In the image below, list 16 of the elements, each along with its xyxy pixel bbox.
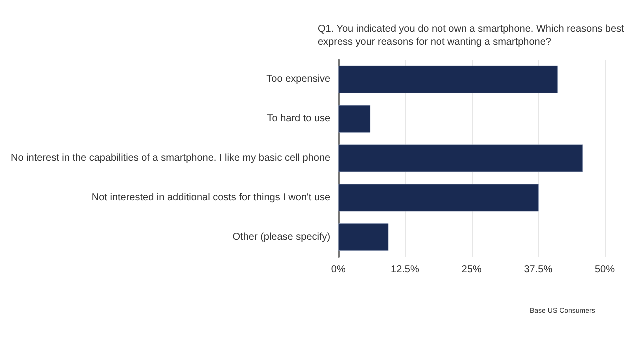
y-tick-label: Not interested in additional costs for things I won't use <box>92 192 332 204</box>
x-tick-label: 0% <box>331 264 346 276</box>
bar <box>338 144 584 172</box>
y-tick-label: Too expensive <box>266 74 332 86</box>
y-tick-label: Other (please specify) <box>232 232 331 243</box>
x-tick-label: 25% <box>462 264 482 276</box>
x-tick-label: 50% <box>594 264 616 276</box>
y-tick-label: To hard to use <box>267 114 332 125</box>
bar <box>338 66 558 94</box>
y-tick-label: No interest in the capabilities of a smartphone. I like my basic cell phone <box>11 153 332 164</box>
chart-title: Q1. You indicated you do not own a smartphone. Which reasons best express your reasons for not wanting a smartphone? <box>318 24 628 48</box>
bar <box>338 184 539 212</box>
bar <box>338 224 389 252</box>
bar <box>338 105 371 133</box>
x-tick-label: 12.5% <box>391 264 420 276</box>
x-tick-label: 37.5% <box>524 264 553 276</box>
